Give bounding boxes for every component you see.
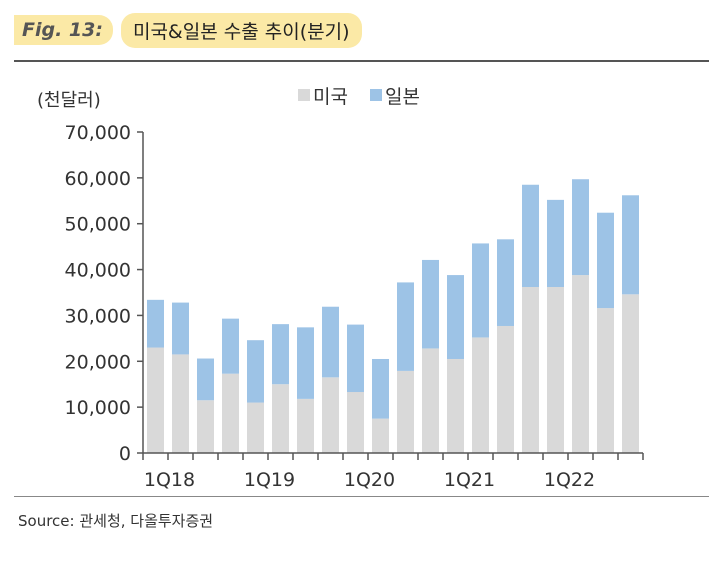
- bar-japan-1Q20: [347, 324, 364, 393]
- bar-japan-4Q22: [622, 195, 639, 295]
- y-tick-label: 50,000: [65, 214, 131, 236]
- bar-japan-4Q18: [222, 318, 239, 374]
- bar-japan-2Q20: [372, 358, 389, 419]
- x-tick-label: 1Q19: [244, 469, 295, 491]
- y-tick-label: 20,000: [65, 351, 131, 373]
- bar-japan-1Q21: [447, 275, 464, 359]
- bar-japan-1Q18: [147, 299, 164, 348]
- bar-us-2Q18: [172, 354, 189, 453]
- bar-us-3Q19: [297, 398, 314, 453]
- bar-japan-3Q18: [197, 358, 214, 401]
- bar-japan-4Q20: [422, 259, 439, 349]
- bar-japan-3Q21: [497, 239, 514, 326]
- legend-label-japan: 일본: [385, 86, 420, 108]
- bar-japan-4Q21: [522, 184, 539, 287]
- bar-us-3Q20: [397, 370, 414, 453]
- bar-us-1Q21: [447, 358, 464, 453]
- figure-header: Fig. 13: 미국&일본 수출 추이(분기): [14, 12, 362, 48]
- bar-japan-4Q19: [322, 306, 339, 378]
- chart-legend: 미국 일본: [298, 86, 420, 108]
- bar-japan-3Q19: [297, 327, 314, 399]
- x-tick-label: 1Q21: [444, 469, 495, 491]
- bar-us-2Q19: [272, 384, 289, 453]
- bar-us-4Q21: [522, 287, 539, 453]
- bar-us-4Q19: [322, 377, 339, 453]
- bar-japan-2Q18: [172, 302, 189, 355]
- bar-japan-2Q21: [472, 243, 489, 338]
- y-tick-label: 30,000: [65, 305, 131, 327]
- bar-us-1Q19: [247, 402, 264, 453]
- bar-us-3Q21: [497, 325, 514, 453]
- y-tick-label: 60,000: [65, 168, 131, 190]
- figure-title: 미국&일본 수출 추이(분기): [120, 12, 362, 48]
- x-axis: 1Q18 1Q19 1Q20 1Q21 1Q22: [142, 452, 644, 491]
- legend-label-us: 미국: [313, 86, 348, 108]
- bar-us-4Q20: [422, 348, 439, 453]
- bar-japan-3Q20: [397, 282, 414, 371]
- source-note: Source: 관세청, 다올투자증권: [18, 512, 214, 530]
- y-tick-label: 40,000: [65, 260, 131, 282]
- bar-us-1Q18: [147, 347, 164, 453]
- bars: [147, 179, 639, 453]
- bar-us-2Q21: [472, 337, 489, 453]
- bar-japan-1Q22: [547, 199, 564, 287]
- y-tick-label: 70,000: [65, 122, 131, 144]
- bar-us-3Q22: [597, 308, 614, 453]
- x-tick-label: 1Q18: [144, 469, 195, 491]
- y-axis-unit-label: (천달러): [37, 90, 101, 111]
- bar-us-1Q20: [347, 392, 364, 453]
- header-divider: [14, 60, 709, 62]
- bar-japan-2Q22: [572, 179, 589, 276]
- figure-number: Fig. 13:: [14, 15, 113, 45]
- bar-japan-3Q22: [597, 212, 614, 309]
- y-tick-label: 10,000: [65, 397, 131, 419]
- y-axis: 0 10,000 20,000 30,000 40,000 50,000 60,000 70,…: [65, 122, 144, 465]
- bar-us-4Q22: [622, 294, 639, 453]
- bar-us-4Q18: [222, 373, 239, 453]
- legend-swatch-us: [298, 89, 310, 101]
- bar-us-2Q20: [372, 418, 389, 453]
- bar-japan-1Q19: [247, 340, 264, 403]
- bar-us-1Q22: [547, 287, 564, 453]
- y-tick-label: 0: [119, 443, 131, 465]
- bar-japan-2Q19: [272, 324, 289, 385]
- footer-divider: [14, 496, 709, 497]
- x-tick-label: 1Q20: [344, 469, 395, 491]
- bar-us-2Q22: [572, 275, 589, 453]
- x-tick-label: 1Q22: [544, 469, 595, 491]
- bar-us-3Q18: [197, 400, 214, 453]
- legend-swatch-japan: [370, 89, 382, 101]
